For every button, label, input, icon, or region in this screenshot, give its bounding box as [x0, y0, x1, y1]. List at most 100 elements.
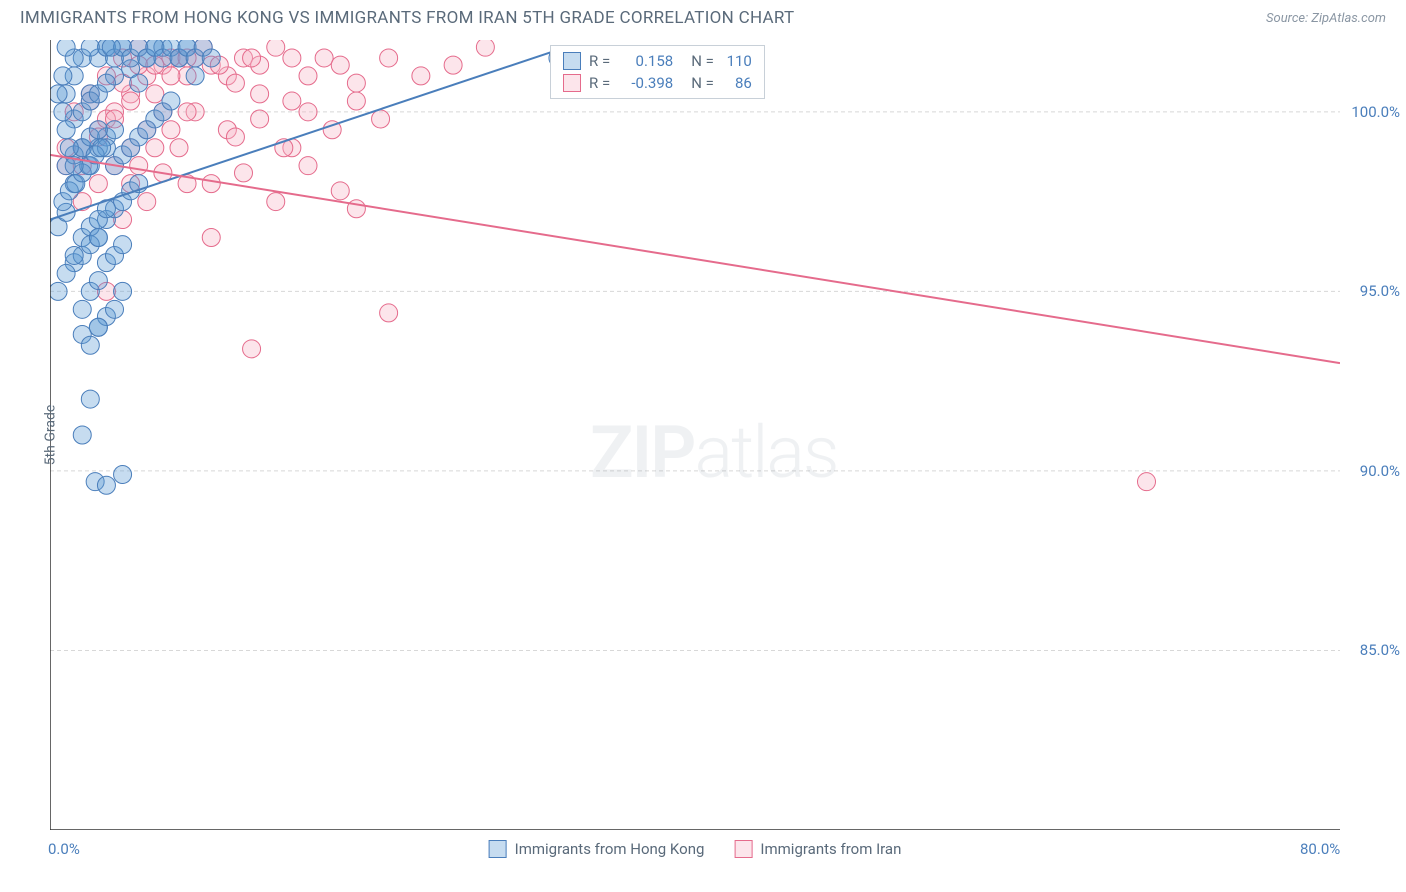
- scatter-point: [444, 56, 462, 74]
- scatter-point: [162, 92, 180, 110]
- x-tick-label: 80.0%: [1300, 840, 1340, 858]
- scatter-point: [114, 282, 132, 300]
- scatter-point: [315, 49, 333, 67]
- y-tick-label: 100.0%: [1351, 103, 1400, 121]
- scatter-point: [226, 74, 244, 92]
- legend-swatch: [734, 840, 752, 858]
- stats-legend-box: R = 0.158 N = 110 R = -0.398 N = 86: [550, 45, 765, 99]
- scatter-point: [50, 282, 67, 300]
- scatter-point: [178, 103, 196, 121]
- legend-swatch: [563, 52, 581, 70]
- source-attribution: Source: ZipAtlas.com: [1266, 11, 1386, 26]
- legend-label: Immigrants from Hong Kong: [515, 840, 705, 858]
- scatter-point: [50, 85, 67, 103]
- scatter-point: [202, 49, 220, 67]
- scatter-point: [243, 340, 261, 358]
- scatter-point: [73, 300, 91, 318]
- scatter-point: [81, 390, 99, 408]
- scatter-point: [267, 193, 285, 211]
- x-tick-label: 0.0%: [48, 840, 80, 858]
- y-tick-label: 90.0%: [1360, 462, 1400, 480]
- scatter-point: [106, 300, 124, 318]
- scatter-point: [299, 103, 317, 121]
- scatter-point: [331, 56, 349, 74]
- n-label: N =: [691, 52, 714, 70]
- scatter-point: [130, 157, 148, 175]
- scatter-point: [251, 85, 269, 103]
- scatter-point: [81, 40, 99, 56]
- stats-row: R = -0.398 N = 86: [563, 74, 752, 92]
- n-value: 110: [722, 52, 752, 70]
- scatter-point: [102, 40, 120, 56]
- scatter-point: [89, 175, 107, 193]
- scatter-point: [89, 121, 107, 139]
- legend-swatch: [563, 74, 581, 92]
- r-value: -0.398: [618, 74, 673, 92]
- legend-swatch: [489, 840, 507, 858]
- scatter-point: [89, 272, 107, 290]
- bottom-legend: Immigrants from Hong Kong Immigrants from…: [489, 840, 902, 858]
- scatter-point: [380, 49, 398, 67]
- scatter-point: [89, 229, 107, 247]
- scatter-point: [170, 139, 188, 157]
- scatter-point: [146, 139, 164, 157]
- scatter-point: [114, 236, 132, 254]
- scatter-point: [81, 336, 99, 354]
- scatter-point: [347, 74, 365, 92]
- scatter-point: [267, 40, 285, 56]
- scatter-point: [57, 121, 75, 139]
- trend-line: [50, 155, 1340, 363]
- scatter-point: [1138, 473, 1156, 491]
- scatter-point: [299, 67, 317, 85]
- scatter-point: [57, 264, 75, 282]
- scatter-point: [283, 49, 301, 67]
- scatter-point: [331, 182, 349, 200]
- scatter-point: [97, 74, 115, 92]
- r-label: R =: [589, 74, 610, 92]
- scatter-point: [138, 193, 156, 211]
- n-label: N =: [691, 74, 714, 92]
- scatter-point: [283, 92, 301, 110]
- scatter-point: [114, 466, 132, 484]
- scatter-point: [106, 121, 124, 139]
- scatter-point: [202, 229, 220, 247]
- scatter-point: [202, 175, 220, 193]
- scatter-point: [299, 157, 317, 175]
- scatter-point: [93, 139, 111, 157]
- scatter-point: [57, 40, 75, 56]
- legend-item: Immigrants from Hong Kong: [489, 840, 705, 858]
- scatter-point: [54, 103, 72, 121]
- scatter-point: [226, 128, 244, 146]
- r-label: R =: [589, 52, 610, 70]
- stats-row: R = 0.158 N = 110: [563, 52, 752, 70]
- scatter-point: [97, 476, 115, 494]
- legend-item: Immigrants from Iran: [734, 840, 901, 858]
- scatter-point: [186, 67, 204, 85]
- scatter-chart-svg: [50, 40, 1340, 830]
- scatter-point: [412, 67, 430, 85]
- chart-title: IMMIGRANTS FROM HONG KONG VS IMMIGRANTS …: [20, 8, 795, 28]
- scatter-point: [372, 110, 390, 128]
- scatter-point: [65, 246, 83, 264]
- scatter-point: [54, 67, 72, 85]
- scatter-point: [243, 49, 261, 67]
- scatter-point: [146, 85, 164, 103]
- scatter-point: [73, 426, 91, 444]
- scatter-point: [235, 164, 253, 182]
- scatter-point: [130, 74, 148, 92]
- scatter-point: [122, 92, 140, 110]
- scatter-point: [162, 67, 180, 85]
- scatter-point: [89, 318, 107, 336]
- y-axis-label: 5th Grade: [42, 405, 58, 466]
- n-value: 86: [722, 74, 752, 92]
- scatter-point: [60, 139, 78, 157]
- scatter-point: [251, 110, 269, 128]
- r-value: 0.158: [618, 52, 673, 70]
- scatter-point: [347, 92, 365, 110]
- chart-area: 5th Grade ZIPatlas R = 0.158 N = 110 R =…: [50, 40, 1340, 830]
- legend-label: Immigrants from Iran: [760, 840, 901, 858]
- scatter-point: [476, 40, 494, 56]
- y-tick-label: 85.0%: [1360, 641, 1400, 659]
- scatter-point: [162, 121, 180, 139]
- scatter-point: [380, 304, 398, 322]
